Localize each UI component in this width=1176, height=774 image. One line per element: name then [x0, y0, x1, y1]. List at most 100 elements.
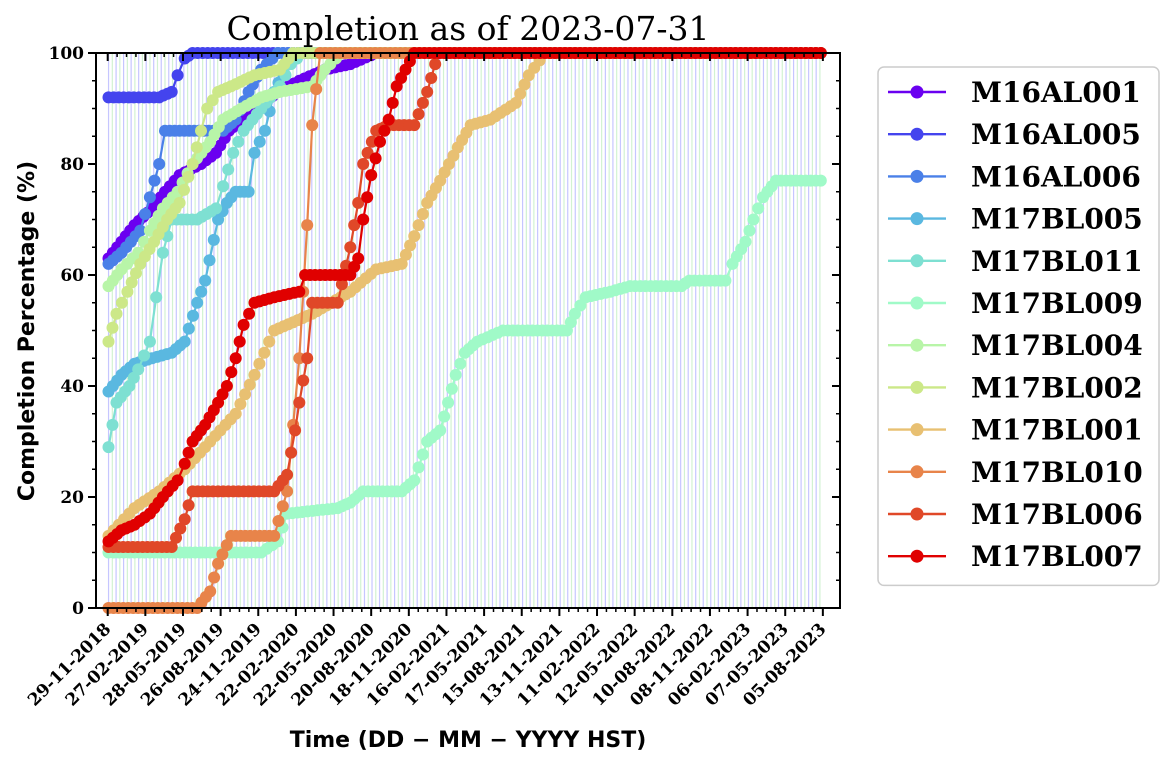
data-point	[178, 335, 191, 348]
data-point	[297, 374, 310, 387]
legend-marker	[910, 169, 924, 183]
data-point	[416, 448, 429, 461]
data-point	[344, 241, 357, 254]
data-point	[514, 87, 527, 100]
data-point	[225, 366, 238, 379]
legend-marker	[910, 127, 924, 141]
legend-marker	[910, 465, 924, 479]
legend-label: M17BL001	[971, 414, 1143, 447]
data-point	[239, 388, 252, 401]
data-point	[293, 396, 306, 409]
data-point	[445, 382, 458, 395]
data-point	[289, 424, 302, 437]
data-point	[263, 335, 276, 348]
data-point	[165, 85, 178, 98]
data-point	[115, 296, 128, 309]
data-point	[153, 158, 166, 170]
data-point	[121, 285, 134, 298]
data-point	[229, 352, 242, 365]
y-tick-label: 60	[60, 266, 84, 286]
data-point	[374, 135, 386, 148]
data-point	[399, 248, 412, 261]
legend: M16AL001 M16AL005 M16AL006 M17BL005 M17BL011…	[877, 66, 1160, 587]
data-point	[243, 307, 256, 320]
data-point	[150, 291, 163, 304]
legend-item: M17BL002	[888, 371, 1143, 404]
data-point	[248, 368, 261, 381]
data-point	[404, 239, 417, 252]
data-point	[229, 407, 242, 420]
data-point	[378, 124, 391, 137]
legend-marker	[910, 296, 924, 310]
data-point	[110, 307, 123, 320]
data-point	[130, 267, 142, 280]
data-point	[216, 548, 229, 561]
data-point	[182, 322, 195, 335]
legend-marker	[910, 549, 924, 563]
data-point	[408, 474, 421, 487]
data-point	[143, 335, 156, 348]
y-tick-label: 100	[49, 44, 85, 64]
data-point	[227, 146, 240, 159]
data-point	[102, 441, 115, 454]
data-point	[253, 357, 266, 370]
legend-marker	[910, 380, 924, 394]
legend-item: M17BL006	[888, 498, 1143, 531]
data-point	[191, 296, 204, 309]
data-point	[234, 398, 247, 410]
x-axis-label: Time (DD − MM − YYYY HST)	[290, 728, 647, 753]
legend-marker	[910, 423, 924, 437]
data-point	[217, 180, 230, 193]
data-point	[138, 349, 151, 362]
data-point	[178, 457, 191, 470]
data-point	[132, 363, 145, 376]
data-point	[386, 96, 399, 109]
data-point	[187, 309, 199, 322]
data-point	[382, 113, 395, 126]
data-point	[148, 174, 161, 187]
data-point	[204, 585, 217, 598]
data-point	[190, 141, 203, 154]
data-point	[178, 513, 191, 526]
data-point	[306, 119, 319, 132]
data-point	[719, 274, 732, 287]
data-point	[174, 522, 187, 535]
data-point	[348, 219, 361, 232]
data-point	[739, 235, 752, 248]
data-point	[195, 285, 208, 298]
data-point	[747, 213, 760, 226]
data-point	[156, 246, 169, 259]
data-point	[352, 196, 365, 209]
legend-marker	[910, 507, 924, 521]
legend-label: M16AL006	[971, 160, 1141, 193]
data-point	[268, 529, 281, 542]
legend-label: M17BL010	[971, 456, 1143, 489]
data-point	[509, 96, 522, 109]
data-point	[186, 158, 199, 170]
data-point	[210, 202, 222, 215]
legend-marker	[910, 85, 924, 99]
legend-item: M16AL005	[888, 118, 1141, 151]
data-point	[195, 124, 207, 137]
data-point	[352, 252, 365, 265]
data-point	[438, 410, 451, 423]
legend-item: M17BL001	[888, 414, 1143, 447]
data-point	[182, 446, 195, 459]
chart-title: Completion as of 2023-07-31	[227, 9, 710, 48]
data-point	[173, 196, 186, 209]
legend-label: M17BL011	[971, 245, 1143, 278]
data-point	[357, 158, 370, 170]
data-point	[365, 169, 378, 182]
data-point	[259, 124, 271, 137]
data-point	[416, 96, 429, 109]
data-point	[102, 335, 115, 348]
data-point	[454, 357, 467, 370]
data-point	[222, 163, 235, 176]
data-point	[243, 378, 256, 391]
data-point	[143, 191, 156, 204]
data-point	[331, 296, 344, 309]
data-point	[285, 446, 298, 459]
legend-item: M17BL005	[888, 203, 1143, 236]
data-point	[199, 274, 212, 287]
